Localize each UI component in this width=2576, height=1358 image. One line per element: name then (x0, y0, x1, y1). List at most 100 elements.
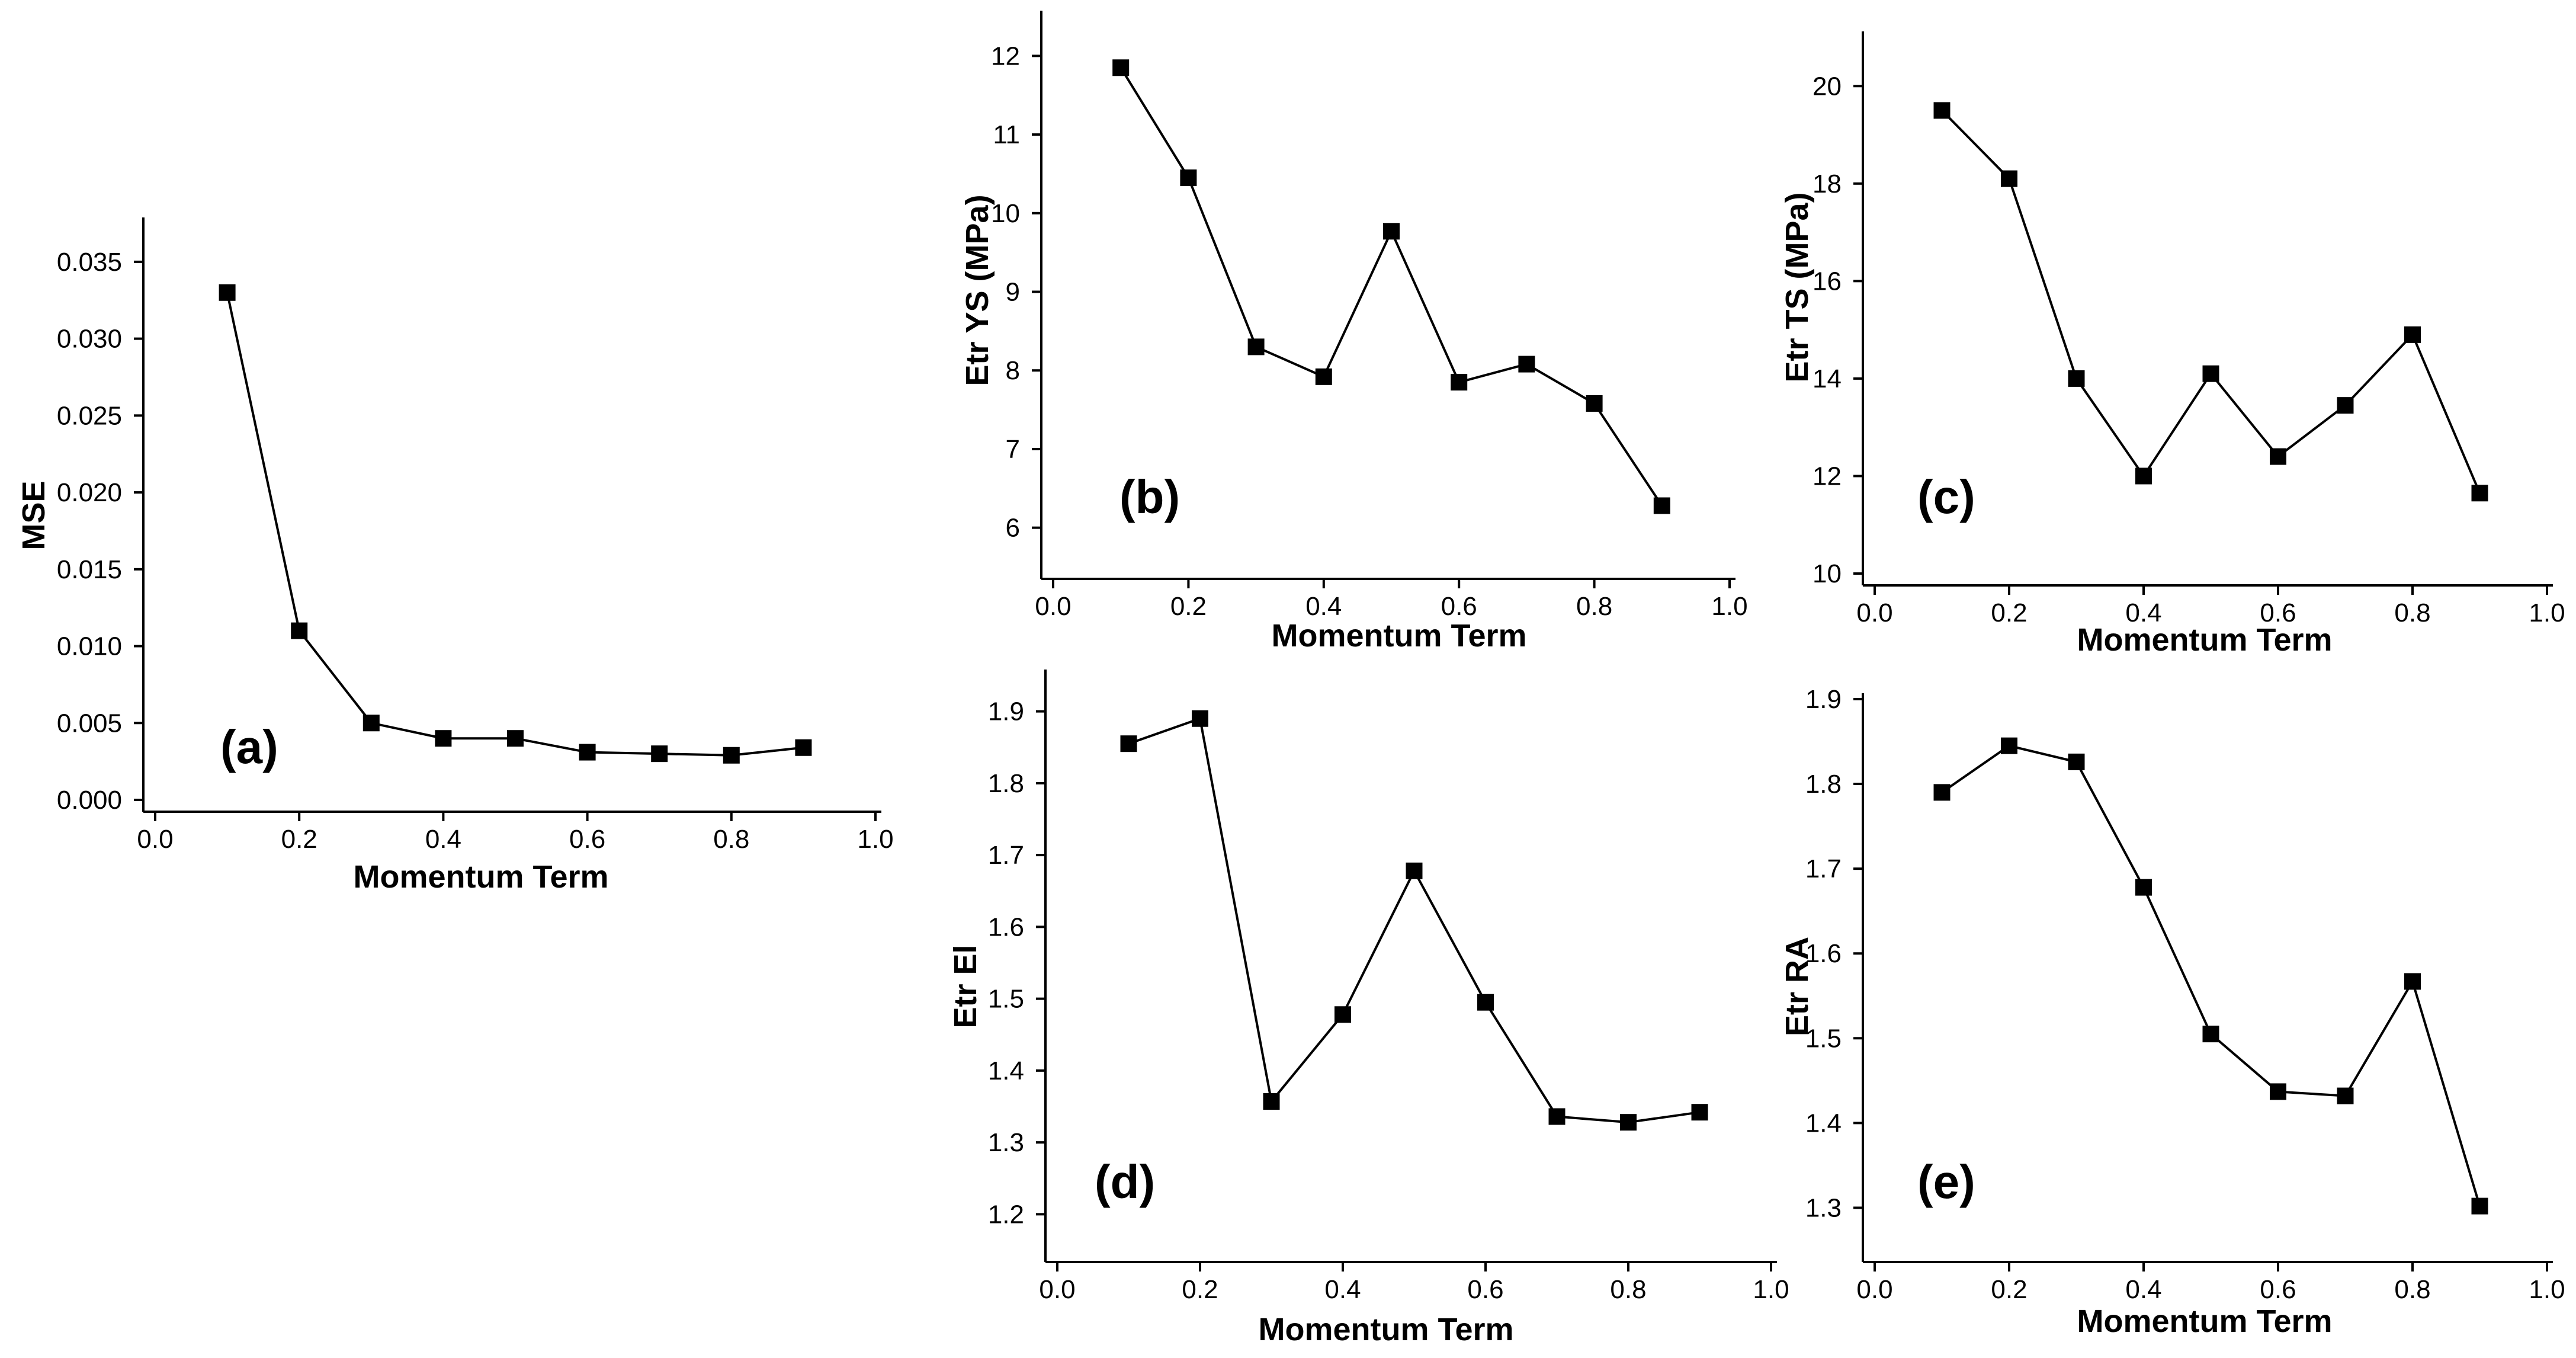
panel-d-y-tick-label: 1.2 (988, 1200, 1024, 1229)
panel-b-data-point (1383, 223, 1400, 240)
panel-e-label: (e) (1917, 1155, 1975, 1208)
panel-e-x-axis-title: Momentum Term (2077, 1303, 2332, 1339)
panel-c-data-point (2001, 170, 2017, 187)
panel-e-data-point (2270, 1083, 2286, 1100)
panel-e-x-tick-label: 0.4 (2125, 1275, 2161, 1304)
panel-e: (e) Momentum Term Etr RA 0.0 0.2 0.4 0.6 0.8… (1779, 685, 2565, 1339)
panel-d-data-point (1192, 710, 1208, 727)
panel-c-data-point (2135, 467, 2152, 485)
panel-e-y-axis-title: Etr RA (1779, 937, 1815, 1036)
panel-b-y-tick-label: 7 (1006, 435, 1020, 464)
panel-b-y-tick-label: 10 (991, 199, 1020, 228)
panel-c-x-tick-label: 0.6 (2260, 598, 2296, 627)
panel-b: (b) Momentum Term Etr YS (MPa) 0.0 0.2 0.4… (960, 11, 1748, 654)
panel-a-y-tick-label: 0.010 (57, 632, 122, 661)
panel-d-y-tick-label: 1.4 (988, 1056, 1024, 1085)
panel-e-data-point (2135, 879, 2152, 896)
panel-a-y-tick-label: 0.025 (57, 401, 122, 430)
panel-d-y-tick-label: 1.7 (988, 841, 1024, 870)
panel-a-x-tick-label: 1.0 (857, 825, 893, 854)
panel-a-x-tick-label: 0.8 (713, 825, 749, 854)
panel-d-x-tick-label: 0.4 (1324, 1275, 1361, 1304)
panel-e-data-point (2404, 973, 2421, 990)
panel-b-data-point (1112, 59, 1130, 76)
panel-b-series-line (1119, 67, 1663, 507)
panel-a-x-tick-label: 0.0 (137, 825, 173, 854)
panel-d-y-axis-title: Etr El (948, 944, 983, 1028)
panel-b-y-tick-label: 6 (1006, 514, 1020, 543)
panel-a-series-line (226, 292, 804, 757)
panel-b-x-tick-label: 0.6 (1441, 592, 1477, 621)
panel-d-data-point (1406, 862, 1423, 879)
panel-a-y-tick-label: 0.030 (57, 325, 122, 354)
panel-c-data-point (2404, 326, 2421, 343)
panel-e-y-tick-label: 1.8 (1805, 770, 1842, 799)
panel-e-y-tick-label: 1.9 (1805, 685, 1842, 714)
panel-b-x-tick-label: 0.8 (1576, 592, 1612, 621)
panel-e-data-point (2068, 753, 2085, 770)
panel-d-x-axis-title: Momentum Term (1258, 1312, 1513, 1347)
panel-b-data-point (1518, 355, 1535, 373)
panel-e-x-tick-label: 0.0 (1856, 1275, 1892, 1304)
panel-d-y-tick-label: 1.9 (988, 697, 1024, 726)
panel-c-data-point (2068, 370, 2085, 387)
panel-a-y-tick-label: 0.020 (57, 478, 122, 507)
panel-b-x-axis-title: Momentum Term (1271, 618, 1526, 654)
panel-b-x-tick-label: 0.0 (1035, 592, 1071, 621)
panel-a-data-point (362, 715, 380, 732)
panel-b-data-point (1653, 497, 1670, 514)
panel-a-y-axis-title: MSE (16, 481, 52, 550)
panel-b-data-point (1247, 338, 1265, 355)
panel-c-y-tick-label: 20 (1812, 72, 1842, 101)
panel-c-data-point (1933, 102, 1951, 119)
panel-c-x-tick-label: 0.8 (2394, 598, 2430, 627)
panel-e-y-tick-label: 1.7 (1805, 854, 1842, 883)
panel-b-x-tick-label: 0.4 (1305, 592, 1342, 621)
panel-e-y-tick-label: 1.5 (1805, 1024, 1842, 1053)
panel-d-series-line (1128, 717, 1700, 1124)
panel-d-data-point (1477, 994, 1494, 1011)
panel-c: (c) Momentum Term Etr TS (MPa) 0.0 0.2 0.4… (1779, 31, 2565, 658)
panel-c-data-point (2202, 365, 2219, 382)
panel-c-y-axis-title: Etr TS (MPa) (1779, 192, 1815, 382)
panel-c-data-point (2337, 397, 2354, 414)
panel-d-x-tick-label: 0.2 (1182, 1275, 1218, 1304)
panel-e-x-tick-label: 1.0 (2529, 1275, 2565, 1304)
panel-c-x-tick-label: 0.2 (1991, 598, 2027, 627)
panel-d-x-tick-label: 0.8 (1610, 1275, 1646, 1304)
panel-d: (d) Momentum Term Etr El 0.0 0.2 0.4 0.6 0.8… (948, 670, 1789, 1347)
panel-c-y-tick-label: 18 (1812, 169, 1842, 198)
panel-e-y-tick-label: 1.4 (1805, 1109, 1842, 1138)
panel-d-data-point (1620, 1114, 1637, 1131)
panel-a-y-tick-label: 0.005 (57, 709, 122, 738)
panel-a-data-point (291, 622, 308, 639)
panel-a-data-point (651, 745, 668, 763)
panel-d-x-tick-label: 0.6 (1467, 1275, 1503, 1304)
panel-b-data-point (1586, 395, 1603, 412)
panel-d-data-point (1548, 1108, 1566, 1125)
panel-a-data-point (435, 730, 452, 747)
panel-e-data-point (2337, 1087, 2354, 1104)
panel-c-x-tick-label: 0.0 (1856, 598, 1892, 627)
panel-a-y-tick-label: 0.000 (57, 786, 122, 815)
panel-c-y-tick-label: 14 (1812, 364, 1842, 393)
panel-a-label: (a) (220, 720, 278, 773)
panel-b-data-point (1315, 368, 1332, 385)
panel-c-x-axis-title: Momentum Term (2077, 622, 2332, 658)
panel-c-label: (c) (1917, 470, 1975, 523)
panel-d-data-point (1334, 1006, 1351, 1023)
panel-a-data-point (219, 284, 236, 301)
panel-c-data-point (2270, 448, 2286, 465)
panel-b-y-axis-title: Etr YS (MPa) (960, 194, 995, 386)
panel-b-data-point (1451, 374, 1468, 391)
panel-e-series-line (1941, 744, 2481, 1207)
panel-c-y-tick-label: 16 (1812, 267, 1842, 296)
panel-d-y-tick-label: 1.8 (988, 769, 1024, 798)
panel-b-y-tick-label: 8 (1006, 356, 1020, 385)
panel-d-y-tick-label: 1.5 (988, 985, 1024, 1014)
panel-b-x-tick-label: 1.0 (1711, 592, 1747, 621)
panel-a-data-point (795, 739, 812, 756)
panel-c-x-tick-label: 0.4 (2125, 598, 2161, 627)
panel-e-y-tick-label: 1.3 (1805, 1193, 1842, 1222)
